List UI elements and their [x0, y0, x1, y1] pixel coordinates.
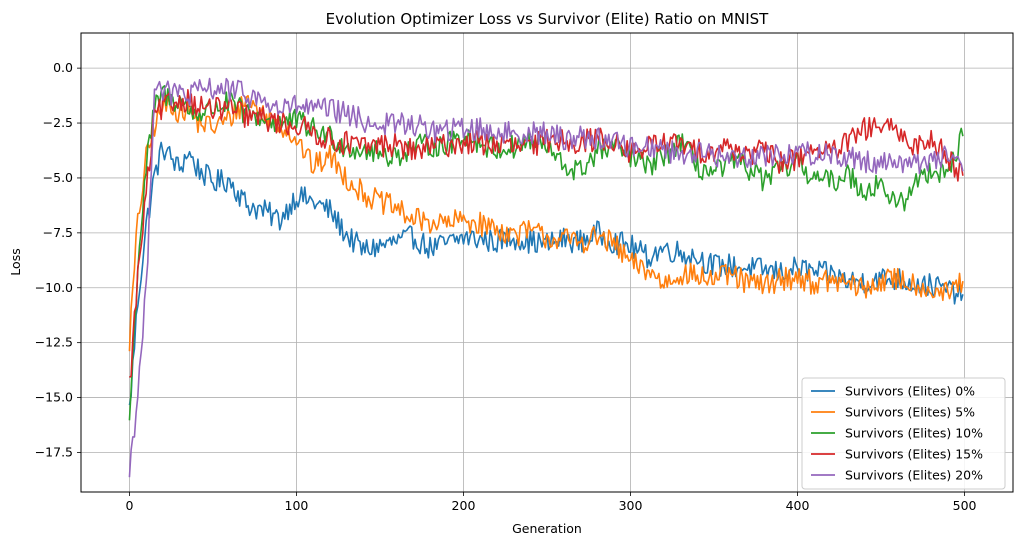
y-tick-label: −2.5: [43, 115, 73, 130]
y-tick-label: −10.0: [35, 280, 73, 295]
y-tick-label: −5.0: [43, 170, 73, 185]
x-tick-label: 400: [786, 498, 810, 513]
series-line-4: [128, 77, 964, 478]
series-line-1: [128, 94, 964, 352]
chart-title: Evolution Optimizer Loss vs Survivor (El…: [326, 10, 769, 28]
x-axis-label: Generation: [512, 521, 582, 536]
x-tick-label: 300: [619, 498, 643, 513]
legend-label: Survivors (Elites) 0%: [845, 384, 975, 399]
y-tick-label: −7.5: [43, 225, 73, 240]
series-line-2: [128, 85, 964, 421]
y-tick-label: −15.0: [35, 390, 73, 405]
tick-layer: 0 100 200 300 400 500 0.0 −2.5 −5.0 −7.5 −10.0 −12.…: [35, 60, 977, 513]
legend-label: Survivors (Elites) 15%: [845, 447, 983, 462]
legend-label: Survivors (Elites) 20%: [845, 468, 983, 483]
x-tick-label: 200: [452, 498, 476, 513]
y-tick-label: −12.5: [35, 335, 73, 350]
y-axis-label: Loss: [8, 248, 23, 275]
y-tick-label: 0.0: [53, 60, 73, 75]
legend-box: [801, 377, 1006, 490]
legend-label: Survivors (Elites) 5%: [845, 405, 975, 420]
legend: Survivors (Elites) 0% Survivors (Elites) …: [801, 377, 1006, 490]
y-tick-label: −17.5: [35, 444, 73, 459]
legend-label: Survivors (Elites) 10%: [845, 426, 983, 441]
x-tick-label: 100: [285, 498, 309, 513]
plot-frame: [80, 32, 1014, 493]
x-tick-label: 500: [953, 498, 977, 513]
series-layer: [128, 77, 964, 478]
x-tick-label: 0: [125, 498, 133, 513]
